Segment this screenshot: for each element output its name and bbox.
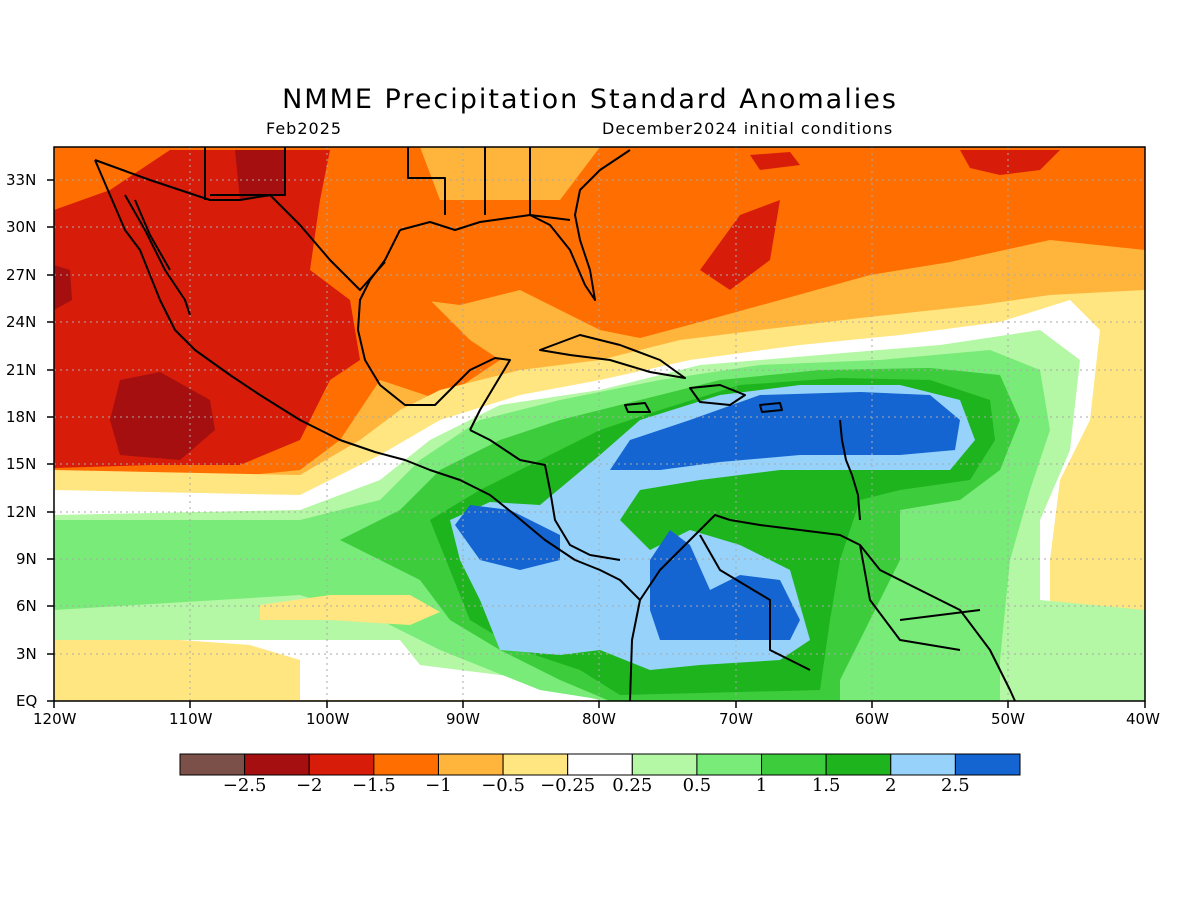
lon-label: 80W [582, 710, 616, 728]
colorbar-label: 2.5 [941, 775, 970, 796]
colorbar [179, 753, 1021, 776]
colorbar-label: −0.25 [540, 775, 596, 796]
lat-label: 9N [16, 550, 37, 568]
colorbar-swatch [502, 753, 569, 776]
lat-label: 21N [6, 361, 37, 379]
anomaly-region-pacific-dry [54, 640, 300, 701]
colorbar-swatch [696, 753, 763, 776]
lat-label: 3N [16, 645, 37, 663]
lat-label: 24N [6, 313, 37, 331]
colorbar-swatch [308, 753, 375, 776]
colorbar-swatch [954, 753, 1021, 776]
colorbar-swatch [244, 753, 310, 776]
colorbar-label: 1.5 [811, 775, 841, 796]
colorbar-swatch [825, 753, 892, 776]
colorbar-label: −1 [425, 775, 452, 796]
colorbar-label: 2 [885, 775, 897, 796]
anomaly-region-very-dry [110, 372, 215, 460]
lon-label: 90W [446, 710, 480, 728]
anomaly-region-extreme-west [455, 505, 560, 570]
tick-marks [47, 179, 1146, 708]
colorbar-swatch [761, 753, 827, 776]
colorbar-label: 0.25 [612, 775, 653, 796]
lat-label: 6N [16, 597, 37, 615]
lat-label: EQ [16, 692, 38, 710]
colorbar-swatch [373, 753, 439, 776]
forecast-month: Feb2025 [266, 119, 343, 138]
anomaly-region-pacific-dry-2 [260, 595, 440, 625]
anomaly-region-very-dry-3 [235, 150, 285, 200]
lon-label: 60W [855, 710, 889, 728]
map-title: NMME Precipitation Standard Anomalies [282, 84, 898, 115]
anomaly-region-south-atl [1010, 640, 1145, 701]
gridlines [54, 147, 1145, 701]
anomaly-region-dry-ne [960, 150, 1060, 175]
colorbar-swatch [437, 753, 504, 776]
anomaly-region-dry-ne2 [750, 152, 800, 170]
anomaly-region-wet-verystrong [450, 385, 975, 670]
lon-label: 40W [1126, 710, 1160, 728]
anomaly-region-extreme-south [650, 530, 800, 640]
lat-label: 33N [6, 171, 37, 189]
coastlines [94, 147, 1016, 701]
lon-label: 120W [33, 710, 77, 728]
lon-label: 50W [991, 710, 1025, 728]
colorbar-label: 1 [755, 775, 768, 796]
lat-label: 15N [6, 455, 37, 473]
colorbar-swatch [631, 753, 698, 776]
lat-label: 12N [6, 503, 37, 521]
colorbar-label: −0.5 [481, 775, 525, 796]
colorbar-label: −1.5 [351, 775, 396, 796]
colorbar-label: 0.5 [682, 775, 712, 796]
anomaly-region-dry-mid [700, 200, 780, 290]
colorbar-label: −2.5 [222, 775, 267, 796]
lon-label: 100W [306, 710, 350, 728]
colorbar-swatch [179, 753, 246, 776]
colorbar-label: −2 [295, 775, 323, 796]
lat-label: 27N [6, 266, 37, 284]
lon-label: 110W [169, 710, 213, 728]
lat-label: 30N [6, 218, 37, 236]
initial-conditions: December2024 initial conditions [602, 119, 894, 138]
lon-label: 70W [719, 710, 753, 728]
colorbar-swatch [890, 753, 956, 776]
anomaly-region-very-dry-2 [54, 265, 72, 310]
colorbar-swatch [567, 753, 633, 776]
lat-label: 18N [6, 408, 37, 426]
